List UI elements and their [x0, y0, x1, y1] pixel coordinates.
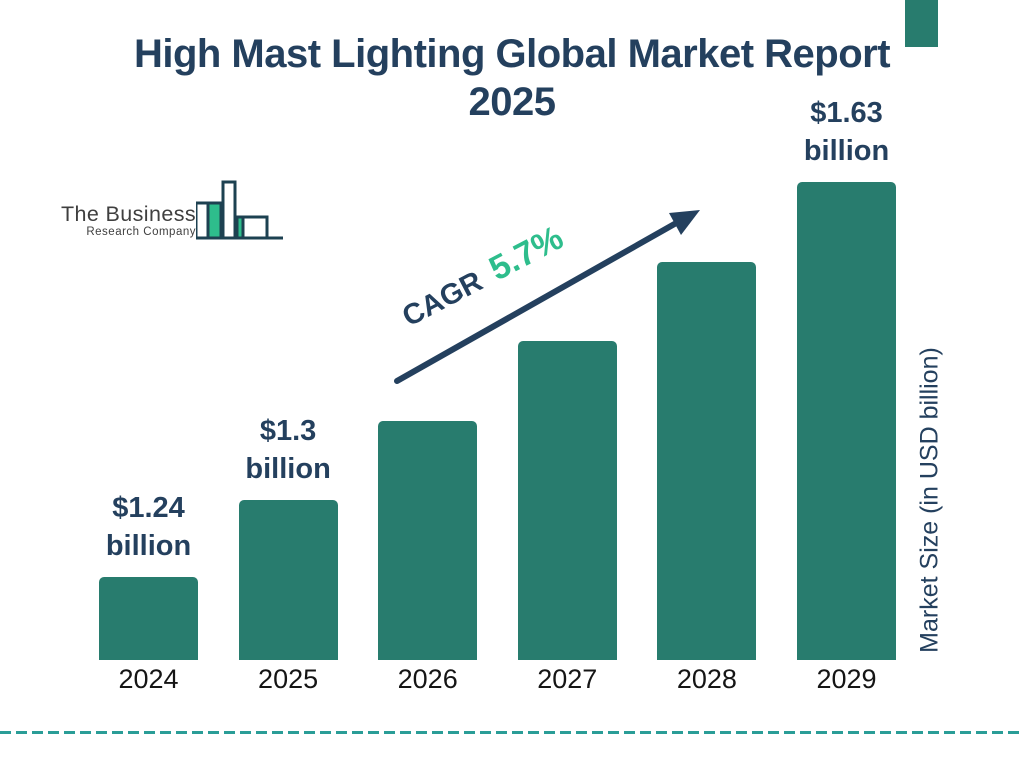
year-label-2025: 2025	[258, 664, 319, 694]
bar-2024	[99, 577, 198, 660]
y-axis-title: Market Size (in USD billion)	[915, 347, 944, 653]
year-label-2024: 2024	[118, 664, 179, 694]
bar-2029	[797, 182, 896, 660]
chart-title-line1: High Mast Lighting Global Market Report	[133, 32, 891, 76]
corner-accent-rectangle	[905, 0, 938, 47]
bar-2026	[378, 421, 478, 660]
value-label-amount-2029: $1.63	[810, 97, 883, 129]
value-label-amount-2024: $1.24	[112, 492, 185, 524]
year-label-2026: 2026	[397, 664, 458, 694]
value-label-2029: $1.63 billion	[767, 94, 927, 170]
chart-title: High Mast Lighting Global Market Report …	[0, 30, 1024, 126]
logo-bars-icon	[196, 180, 283, 240]
value-label-unit-2025: billion	[245, 453, 331, 485]
bar-2027	[517, 341, 617, 660]
bar-2025	[238, 500, 338, 660]
year-label-2029: 2029	[816, 664, 877, 694]
chart-title-line2: 2025	[468, 80, 556, 124]
logo-subname: Research Company	[86, 226, 196, 238]
value-label-amount-2025: $1.3	[259, 415, 317, 447]
cagr-trend-arrow	[394, 210, 700, 384]
bottom-dashed-divider	[0, 731, 1024, 734]
value-label-unit-2029: billion	[803, 135, 890, 167]
year-label-2028: 2028	[676, 664, 737, 694]
bar-2028	[657, 262, 757, 660]
value-label-2025: $1.3 billion	[208, 412, 368, 488]
logo-name: The Business	[60, 202, 196, 226]
value-label-unit-2024: billion	[105, 530, 192, 562]
brand-logo-text: The Business Research Company	[56, 203, 196, 239]
value-label-2024: $1.24 billion	[69, 489, 229, 565]
year-label-2027: 2027	[537, 664, 598, 694]
